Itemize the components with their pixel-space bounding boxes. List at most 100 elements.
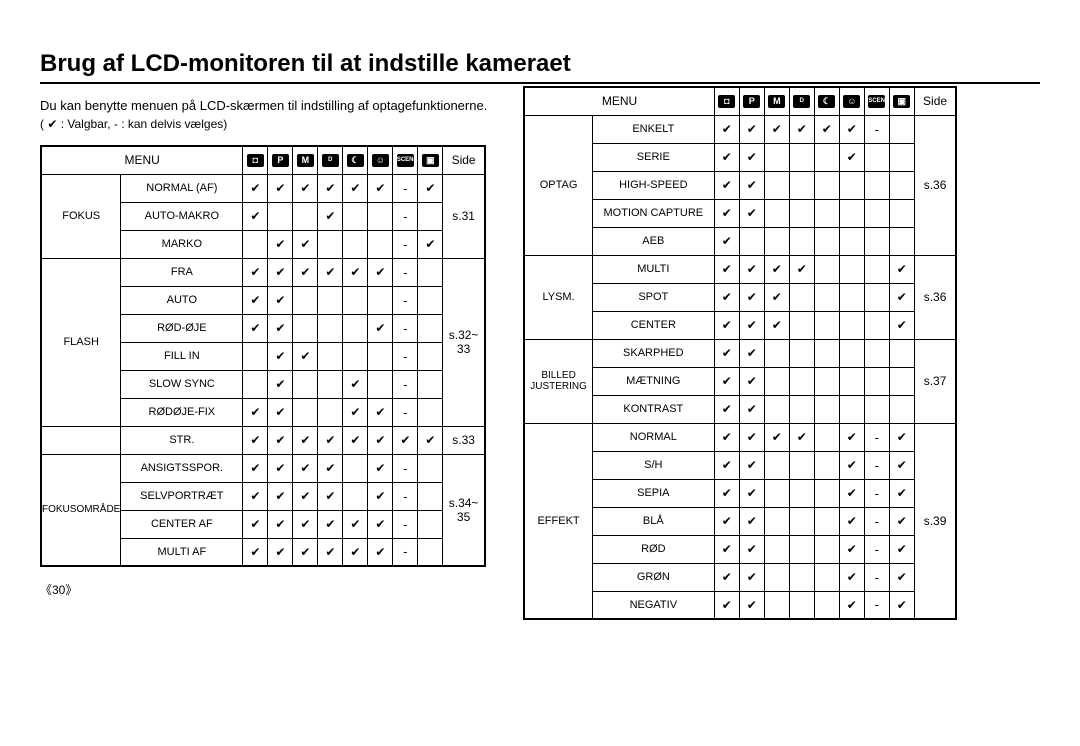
check-mark: ✔ <box>275 321 285 335</box>
availability-cell <box>789 395 814 423</box>
availability-cell <box>814 563 839 591</box>
availability-cell <box>864 367 889 395</box>
availability-cell: ✔ <box>714 591 739 619</box>
menu-header: MENU <box>524 87 714 115</box>
mode-portrait-icon: ☺ <box>843 95 860 108</box>
availability-cell <box>318 314 343 342</box>
dash-mark: - <box>403 377 407 392</box>
availability-cell <box>789 535 814 563</box>
check-mark: ✔ <box>275 461 285 475</box>
check-mark: ✔ <box>747 374 757 388</box>
availability-cell <box>789 227 814 255</box>
category-cell <box>41 426 121 454</box>
availability-cell: ✔ <box>368 510 393 538</box>
availability-cell: ✔ <box>714 227 739 255</box>
check-mark: ✔ <box>300 461 310 475</box>
check-mark: ✔ <box>375 321 385 335</box>
availability-cell: ✔ <box>739 311 764 339</box>
menu-item-cell: NEGATIV <box>592 591 714 619</box>
availability-cell: ✔ <box>243 426 268 454</box>
mode-dual-icon: ᴰ <box>322 154 339 167</box>
availability-cell: ✔ <box>764 283 789 311</box>
availability-cell <box>293 398 318 426</box>
menu-item-cell: ENKELT <box>592 115 714 143</box>
dash-mark: - <box>875 458 879 473</box>
check-mark: ✔ <box>822 122 832 136</box>
menu-item-cell: STR. <box>121 426 243 454</box>
availability-cell <box>814 255 839 283</box>
menu-item-cell: RØD <box>592 535 714 563</box>
check-mark: ✔ <box>300 237 310 251</box>
dash-mark: - <box>875 430 879 445</box>
check-mark: ✔ <box>722 318 732 332</box>
check-mark: ✔ <box>425 237 435 251</box>
check-mark: ✔ <box>425 181 435 195</box>
availability-cell <box>864 339 889 367</box>
availability-cell: ✔ <box>293 454 318 482</box>
menu-item-cell: BLÅ <box>592 507 714 535</box>
check-mark: ✔ <box>300 517 310 531</box>
availability-cell <box>839 255 864 283</box>
check-mark: ✔ <box>250 181 260 195</box>
menu-item-cell: S/H <box>592 451 714 479</box>
availability-cell: ✔ <box>393 426 418 454</box>
availability-cell <box>418 342 443 370</box>
availability-cell: ✔ <box>343 538 368 566</box>
check-mark: ✔ <box>747 346 757 360</box>
availability-cell: ✔ <box>368 174 393 202</box>
check-mark: ✔ <box>847 542 857 556</box>
mode-movie-icon: ▣ <box>893 95 910 108</box>
check-mark: ✔ <box>250 517 260 531</box>
mode-header-cell: SCENE <box>393 146 418 174</box>
availability-cell <box>864 143 889 171</box>
side-ref-cell: s.39 <box>914 423 956 619</box>
mode-dual-icon: ᴰ <box>793 95 810 108</box>
availability-cell: ✔ <box>268 286 293 314</box>
availability-cell <box>318 286 343 314</box>
availability-cell: ✔ <box>268 370 293 398</box>
availability-cell: - <box>864 115 889 143</box>
availability-cell <box>814 283 839 311</box>
table-header-row: MENU◘PMᴰ☾☺SCENE▣Side <box>524 87 956 115</box>
availability-cell <box>814 199 839 227</box>
check-mark: ✔ <box>747 122 757 136</box>
availability-cell: ✔ <box>368 426 393 454</box>
availability-cell: ✔ <box>839 535 864 563</box>
availability-cell: ✔ <box>268 482 293 510</box>
menu-item-cell: KONTRAST <box>592 395 714 423</box>
availability-cell: ✔ <box>739 479 764 507</box>
check-mark: ✔ <box>847 570 857 584</box>
table-header-row: MENU◘PMᴰ☾☺SCENE▣Side <box>41 146 485 174</box>
check-mark: ✔ <box>250 265 260 279</box>
availability-cell: - <box>393 230 418 258</box>
menu-item-cell: NORMAL (AF) <box>121 174 243 202</box>
check-mark: ✔ <box>325 265 335 279</box>
availability-cell: ✔ <box>889 311 914 339</box>
side-ref-cell: s.33 <box>443 426 485 454</box>
availability-cell: ✔ <box>343 398 368 426</box>
availability-cell: ✔ <box>714 479 739 507</box>
availability-cell <box>764 395 789 423</box>
check-mark: ✔ <box>897 486 907 500</box>
availability-cell: ✔ <box>739 171 764 199</box>
availability-cell: ✔ <box>293 258 318 286</box>
check-mark: ✔ <box>300 433 310 447</box>
check-mark: ✔ <box>722 150 732 164</box>
availability-cell <box>839 395 864 423</box>
check-mark: ✔ <box>275 377 285 391</box>
availability-cell: ✔ <box>714 451 739 479</box>
check-mark: ✔ <box>847 430 857 444</box>
check-mark: ✔ <box>897 458 907 472</box>
check-mark: ✔ <box>300 349 310 363</box>
dash-mark: - <box>875 514 879 529</box>
dash-mark: - <box>875 486 879 501</box>
mode-M-icon: M <box>768 95 785 108</box>
check-mark: ✔ <box>722 542 732 556</box>
availability-cell <box>814 227 839 255</box>
dash-mark: - <box>403 237 407 252</box>
availability-cell <box>318 398 343 426</box>
side-header: Side <box>914 87 956 115</box>
availability-cell <box>764 227 789 255</box>
availability-cell <box>343 230 368 258</box>
menu-item-cell: FRA <box>121 258 243 286</box>
